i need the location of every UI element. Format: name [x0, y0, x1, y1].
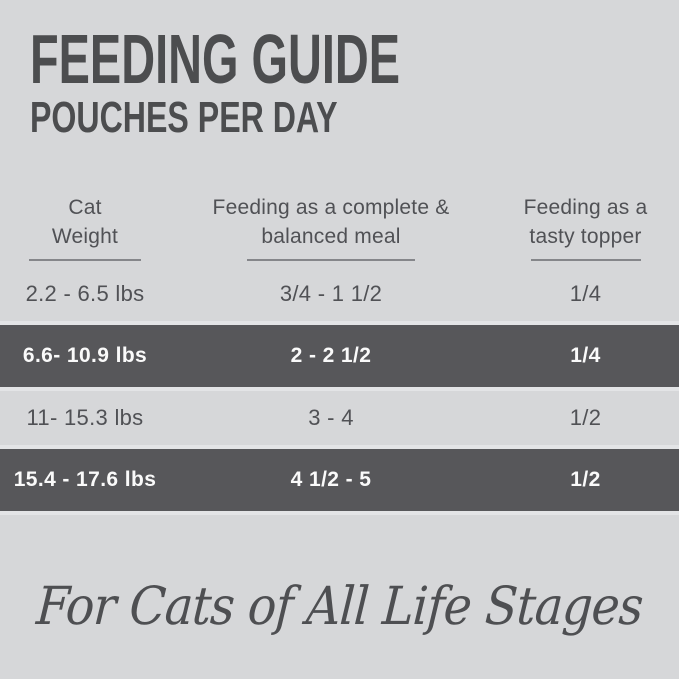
table-row: 11- 15.3 lbs 3 - 4 1/2	[0, 387, 679, 449]
column-header-line: Cat	[68, 196, 102, 219]
column-header-tasty-topper: Feeding as a tasty topper	[492, 193, 679, 263]
table-row: 15.4 - 17.6 lbs 4 1/2 - 5 1/2	[0, 449, 679, 511]
cell-weight: 2.2 - 6.5 lbs	[25, 281, 145, 306]
column-header-line: Weight	[51, 225, 119, 248]
cell-meal: 2 - 2 1/2	[290, 344, 372, 367]
table-header-row: Cat Weight Feeding as a complete & balan…	[0, 193, 679, 263]
tagline: For Cats of All Life Stages	[34, 575, 645, 637]
column-header-line: tasty topper	[529, 225, 642, 248]
cell-meal: 3/4 - 1 1/2	[279, 281, 383, 306]
table-row: 2.2 - 6.5 lbs 3/4 - 1 1/2 1/4	[0, 263, 679, 325]
header-underline	[530, 259, 641, 261]
column-header-complete-meal: Feeding as a complete & balanced meal	[170, 193, 492, 263]
cell-weight: 6.6- 10.9 lbs	[22, 344, 148, 367]
page-title: FEEDING GUIDE	[30, 20, 401, 98]
cell-weight: 15.4 - 17.6 lbs	[13, 468, 157, 491]
cell-weight: 11- 15.3 lbs	[26, 405, 144, 430]
cell-topper: 1/4	[570, 344, 601, 367]
cell-topper: 1/4	[569, 281, 602, 306]
column-header-cat-weight: Cat Weight	[0, 193, 170, 263]
cell-topper: 1/2	[570, 468, 601, 491]
page-subtitle: POUCHES PER DAY	[30, 93, 338, 142]
cell-topper: 1/2	[569, 405, 602, 430]
header-underline	[29, 259, 141, 261]
header-underline	[247, 259, 415, 261]
cell-meal: 3 - 4	[308, 405, 354, 430]
column-header-line: Feeding as a	[523, 196, 648, 219]
feeding-table: Cat Weight Feeding as a complete & balan…	[0, 193, 679, 511]
column-header-line: Feeding as a complete &	[212, 196, 450, 219]
table-row: 6.6- 10.9 lbs 2 - 2 1/2 1/4	[0, 325, 679, 387]
column-header-line: balanced meal	[261, 225, 401, 248]
cell-meal: 4 1/2 - 5	[290, 468, 372, 491]
